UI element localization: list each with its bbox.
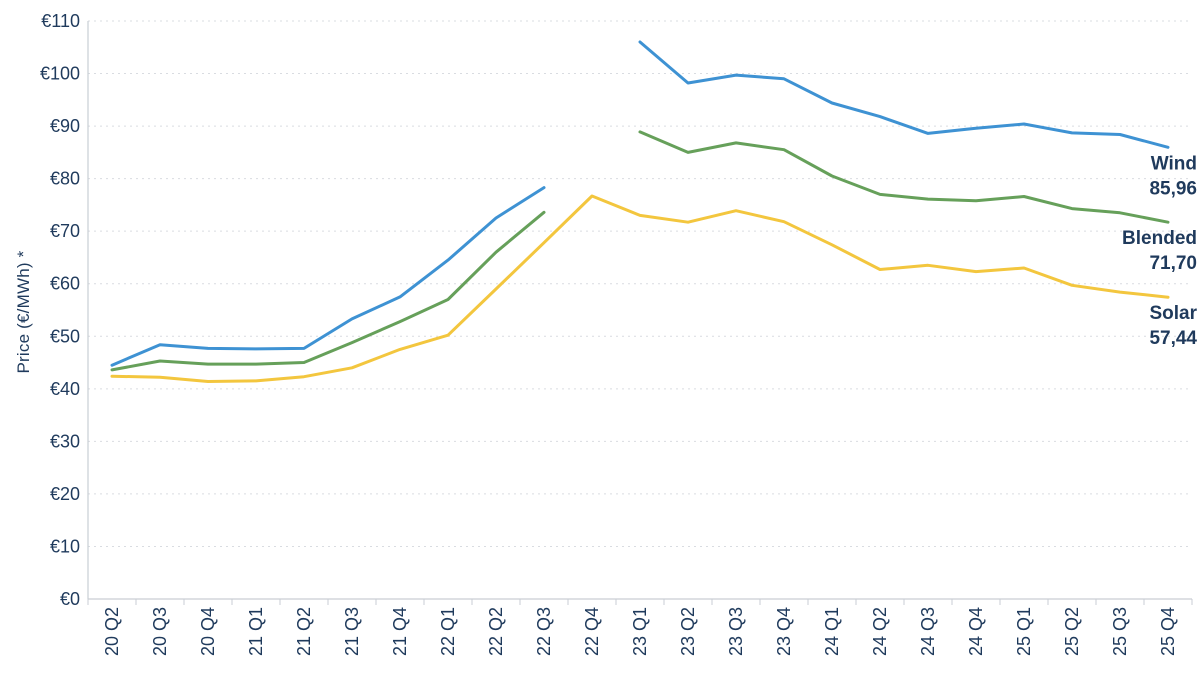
series-end-label-solar: Solar <box>1149 303 1197 324</box>
y-axis-title: Price (€/MWh) * <box>14 250 33 374</box>
x-axis-tick-label: 21 Q3 <box>342 607 362 656</box>
x-axis-tick-label: 24 Q4 <box>966 607 986 656</box>
y-axis-tick-label: €40 <box>50 379 80 399</box>
x-axis-tick-label: 23 Q2 <box>678 607 698 656</box>
series-end-label-wind: Wind <box>1151 153 1197 174</box>
series-end-value-wind: 85,96 <box>1149 178 1197 199</box>
series-line-blended <box>110 130 1170 372</box>
x-axis-tick-label: 25 Q4 <box>1158 607 1178 656</box>
y-axis-tick-label: €10 <box>50 536 80 556</box>
y-axis-tick-label: €30 <box>50 431 80 451</box>
x-axis-tick-label: 23 Q1 <box>630 607 650 656</box>
x-axis-tick-label: 23 Q4 <box>774 607 794 656</box>
x-axis-tick-label: 21 Q2 <box>294 607 314 656</box>
x-axis-tick-label: 21 Q1 <box>246 607 266 656</box>
y-axis-tick-label: €110 <box>41 11 80 31</box>
series-line-wind <box>110 40 1170 367</box>
x-axis-tick-label: 20 Q4 <box>198 607 218 656</box>
x-axis-tick-label: 23 Q3 <box>726 607 746 656</box>
y-axis-tick-label: €50 <box>50 326 80 346</box>
x-axis-tick-label: 25 Q1 <box>1014 607 1034 656</box>
y-axis-tick-label: €20 <box>50 484 80 504</box>
y-axis-tick-label: €80 <box>50 169 80 189</box>
x-axis-tick-label: 20 Q2 <box>102 607 122 656</box>
x-axis-tick-label: 22 Q4 <box>582 607 602 656</box>
x-axis-tick-label: 22 Q3 <box>534 607 554 656</box>
series-end-value-solar: 57,44 <box>1149 328 1197 349</box>
y-axis-tick-label: €70 <box>50 221 80 241</box>
y-axis-tick-label: €0 <box>60 589 80 609</box>
x-axis-tick-label: 24 Q2 <box>870 607 890 656</box>
x-axis-tick-label: 21 Q4 <box>390 607 410 656</box>
series-line-solar <box>110 194 1170 383</box>
x-axis-tick-label: 25 Q3 <box>1110 607 1130 656</box>
series-end-label-blended: Blended <box>1122 228 1197 249</box>
y-axis-tick-label: €100 <box>40 64 80 84</box>
x-axis-tick-label: 20 Q3 <box>150 607 170 656</box>
series-end-value-blended: 71,70 <box>1149 253 1197 274</box>
x-axis-tick-label: 25 Q2 <box>1062 607 1082 656</box>
x-axis-tick-label: 22 Q1 <box>438 607 458 656</box>
x-axis-tick-label: 24 Q3 <box>918 607 938 656</box>
x-axis-tick-label: 24 Q1 <box>822 607 842 656</box>
y-axis-tick-label: €90 <box>50 116 80 136</box>
y-axis-tick-label: €60 <box>50 274 80 294</box>
x-axis-tick-label: 22 Q2 <box>486 607 506 656</box>
